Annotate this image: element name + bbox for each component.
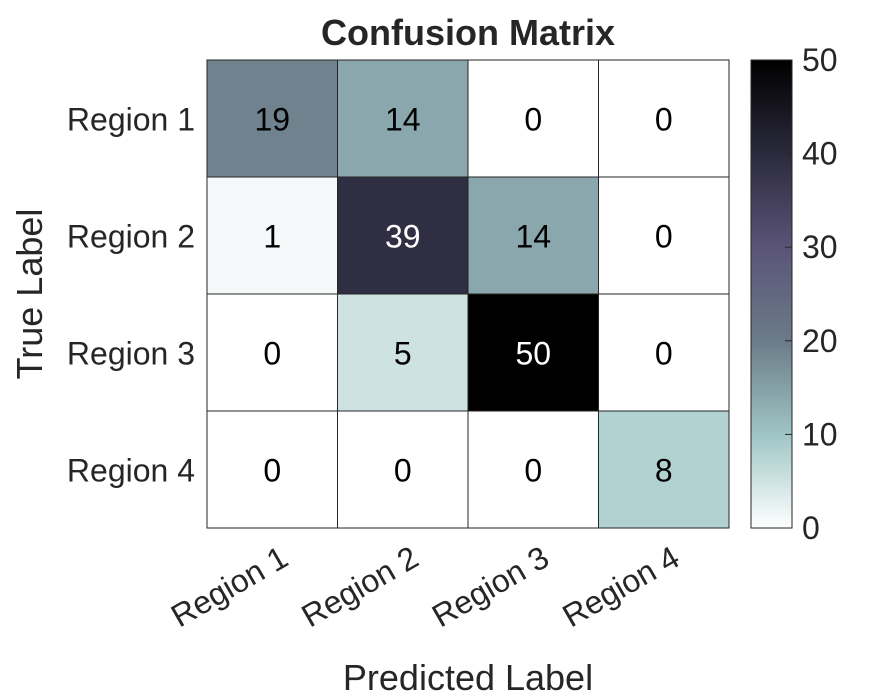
col-tick-labels: Region 1 Region 2 Region 3 Region 4 [165,539,685,634]
matrix-cell-value: 0 [655,102,673,138]
row-tick-labels: Region 1 Region 2 Region 3 Region 4 [67,102,195,489]
matrix-cell-value: 0 [263,453,281,489]
y-axis-label: True Label [9,209,50,380]
col-tick-label: Region 1 [165,539,294,634]
matrix-cells [206,59,730,529]
row-tick-label: Region 2 [67,219,195,255]
matrix-cell [206,59,338,178]
col-tick-label: Region 2 [295,539,424,634]
matrix-cell-value: 0 [524,453,542,489]
chart-title: Confusion Matrix [321,12,615,53]
colorbar [750,59,793,529]
row-tick-label: Region 1 [67,102,195,138]
colorbar-tick-label: 10 [802,416,838,452]
matrix-cell [206,410,338,529]
matrix-cell [337,293,469,412]
x-axis-label: Predicted Label [343,657,593,698]
matrix-cell-value: 14 [515,219,551,255]
row-tick-label: Region 3 [67,336,195,372]
matrix-cell-value: 0 [263,336,281,372]
colorbar-tick-label: 20 [802,323,838,359]
matrix-cell-value: 14 [385,102,421,138]
matrix-cell-value: 8 [655,453,673,489]
matrix-cell [598,59,730,178]
matrix-cell-value: 0 [524,102,542,138]
matrix-cell [337,59,469,178]
matrix-cell [467,410,599,529]
matrix-cell-value: 0 [655,219,673,255]
matrix-cell-value: 1 [263,219,281,255]
matrix-cell [598,410,730,529]
matrix-cell [598,293,730,412]
matrix-cell [467,59,599,178]
matrix-cell-value: 0 [394,453,412,489]
col-tick-label: Region 4 [556,539,685,634]
colorbar-ticks: 0 10 20 30 40 50 [785,42,838,546]
matrix-cell-value: 50 [515,336,551,372]
matrix-cell-labels: 19 14 0 0 1 39 14 0 0 5 50 0 0 0 0 8 [254,102,672,489]
matrix-cell [598,176,730,295]
colorbar-tick-label: 0 [802,510,820,546]
matrix-cell [206,176,338,295]
matrix-cell-value: 0 [655,336,673,372]
matrix-cell-value: 39 [385,219,421,255]
matrix-cell-value: 5 [394,336,412,372]
row-tick-label: Region 4 [67,453,195,489]
matrix-cell [337,176,469,295]
matrix-cell [337,410,469,529]
matrix-cell-value: 19 [254,102,290,138]
colorbar-tick-label: 30 [802,229,838,265]
colorbar-tick-label: 40 [802,136,838,172]
col-tick-label: Region 3 [426,539,555,634]
colorbar-tick-label: 50 [802,42,838,78]
